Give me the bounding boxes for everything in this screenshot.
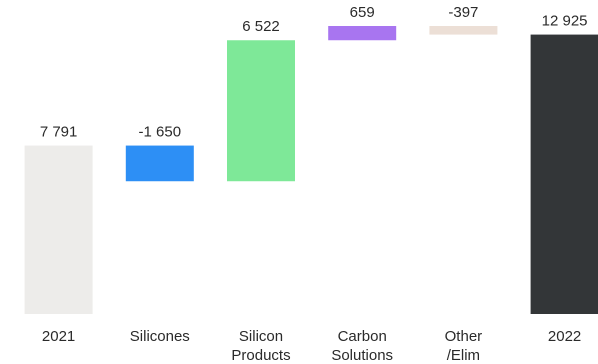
- category-label-3: Carbon Solutions: [331, 328, 393, 364]
- waterfall-bar-5: [530, 34, 598, 315]
- waterfall-bar-3: [328, 26, 397, 41]
- value-label-5: 12 925: [542, 13, 588, 30]
- category-label-2: Silicon Products: [231, 328, 290, 364]
- waterfall-bar-4: [429, 26, 498, 35]
- value-label-2: 6 522: [242, 18, 280, 35]
- category-label-0: 2021: [42, 328, 75, 345]
- category-label-1: Silicones: [130, 328, 190, 345]
- waterfall-bar-0: [24, 145, 93, 314]
- value-label-0: 7 791: [40, 124, 78, 141]
- waterfall-bar-1: [125, 145, 194, 182]
- waterfall-bar-2: [227, 40, 295, 182]
- value-label-1: -1 650: [139, 124, 182, 141]
- category-label-5: 2022: [548, 328, 581, 345]
- value-label-3: 659: [350, 4, 375, 21]
- category-label-4: Other/Elim: [445, 328, 483, 364]
- value-label-4: -397: [448, 4, 478, 21]
